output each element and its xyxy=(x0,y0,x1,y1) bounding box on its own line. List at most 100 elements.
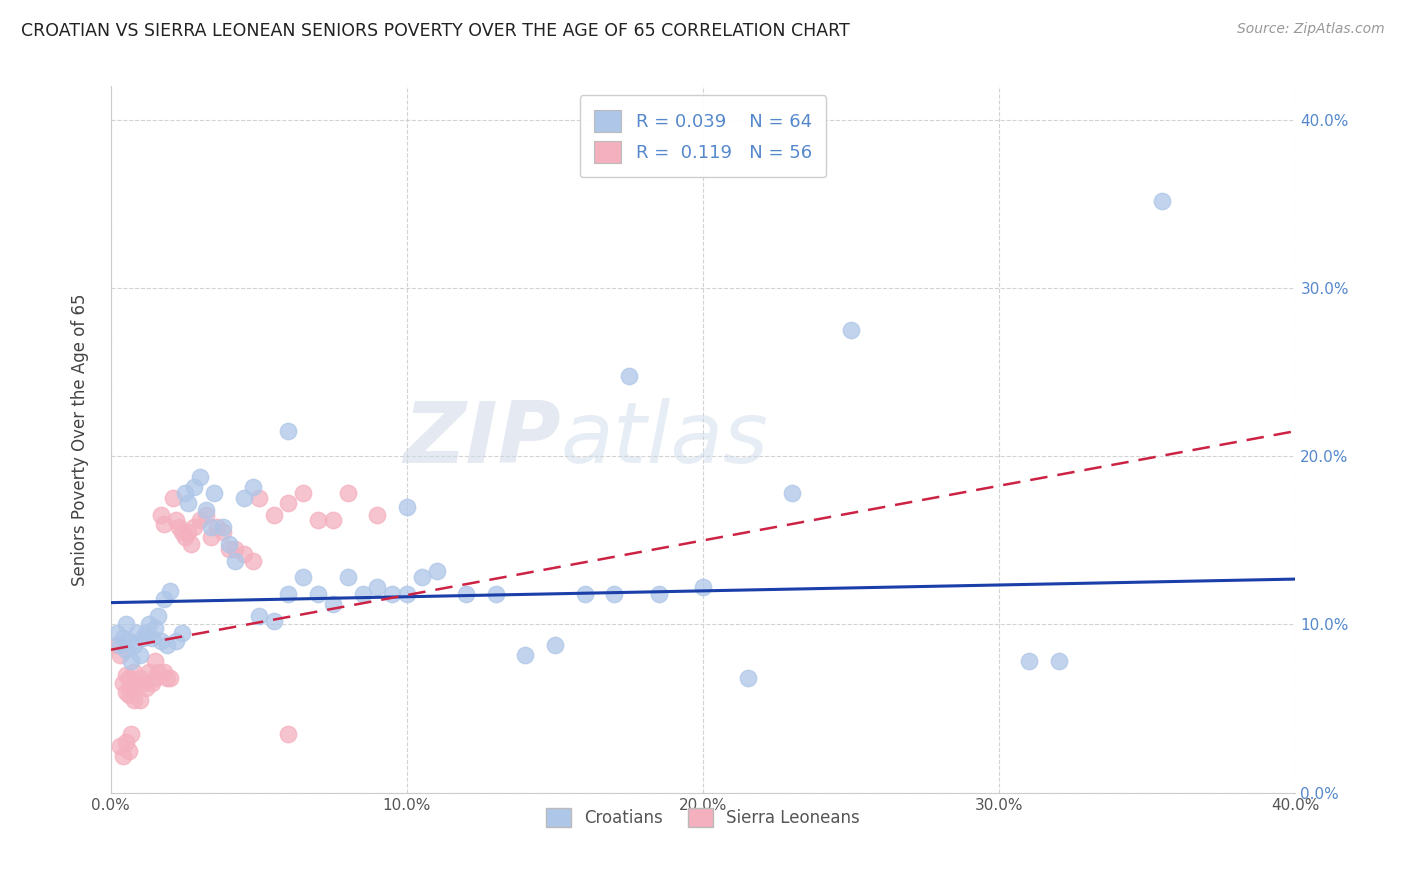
Point xyxy=(322,597,344,611)
Point xyxy=(336,486,359,500)
Point xyxy=(143,621,166,635)
Point xyxy=(146,665,169,679)
Point xyxy=(292,570,315,584)
Point xyxy=(366,508,388,523)
Point xyxy=(170,524,193,539)
Point xyxy=(132,631,155,645)
Point xyxy=(150,634,173,648)
Point xyxy=(647,587,669,601)
Point xyxy=(224,553,246,567)
Point xyxy=(153,516,176,531)
Point xyxy=(117,671,139,685)
Point xyxy=(162,491,184,506)
Point xyxy=(159,583,181,598)
Point xyxy=(218,537,240,551)
Point xyxy=(292,486,315,500)
Point xyxy=(395,500,418,514)
Point xyxy=(143,671,166,685)
Point xyxy=(117,743,139,757)
Point xyxy=(1018,655,1040,669)
Point xyxy=(108,739,131,753)
Point xyxy=(617,368,640,383)
Point xyxy=(188,513,211,527)
Point xyxy=(485,587,508,601)
Point xyxy=(456,587,478,601)
Point xyxy=(105,638,128,652)
Point xyxy=(200,520,222,534)
Y-axis label: Seniors Poverty Over the Age of 65: Seniors Poverty Over the Age of 65 xyxy=(72,293,89,586)
Point xyxy=(277,587,299,601)
Point xyxy=(204,486,226,500)
Point xyxy=(138,665,160,679)
Point xyxy=(150,508,173,523)
Text: ZIP: ZIP xyxy=(404,398,561,481)
Point xyxy=(121,655,143,669)
Point xyxy=(233,491,256,506)
Point xyxy=(177,524,200,539)
Point xyxy=(167,520,190,534)
Point xyxy=(129,671,152,685)
Point xyxy=(141,631,163,645)
Point xyxy=(395,587,418,601)
Point xyxy=(111,676,134,690)
Point xyxy=(117,688,139,702)
Point xyxy=(381,587,404,601)
Point xyxy=(132,676,155,690)
Point xyxy=(277,496,299,510)
Point xyxy=(129,693,152,707)
Point xyxy=(233,547,256,561)
Point xyxy=(194,508,217,523)
Point xyxy=(366,581,388,595)
Point xyxy=(121,681,143,696)
Point xyxy=(411,570,433,584)
Point xyxy=(692,581,714,595)
Point xyxy=(173,530,195,544)
Point xyxy=(143,655,166,669)
Point xyxy=(124,665,146,679)
Point xyxy=(159,671,181,685)
Point xyxy=(105,626,128,640)
Point xyxy=(129,648,152,662)
Point xyxy=(207,520,229,534)
Point xyxy=(170,626,193,640)
Point xyxy=(135,626,157,640)
Point xyxy=(737,671,759,685)
Point xyxy=(114,685,136,699)
Point xyxy=(121,727,143,741)
Text: atlas: atlas xyxy=(561,398,769,481)
Point xyxy=(183,480,205,494)
Point xyxy=(141,676,163,690)
Point xyxy=(194,503,217,517)
Point xyxy=(108,648,131,662)
Point xyxy=(146,609,169,624)
Text: CROATIAN VS SIERRA LEONEAN SENIORS POVERTY OVER THE AGE OF 65 CORRELATION CHART: CROATIAN VS SIERRA LEONEAN SENIORS POVER… xyxy=(21,22,849,40)
Point xyxy=(242,553,264,567)
Point xyxy=(111,631,134,645)
Point xyxy=(218,541,240,556)
Point xyxy=(114,617,136,632)
Point xyxy=(111,748,134,763)
Point xyxy=(156,671,179,685)
Point xyxy=(212,520,235,534)
Point xyxy=(114,735,136,749)
Point xyxy=(322,513,344,527)
Legend: Croatians, Sierra Leoneans: Croatians, Sierra Leoneans xyxy=(540,801,868,834)
Point xyxy=(127,676,149,690)
Point xyxy=(138,617,160,632)
Point xyxy=(165,634,187,648)
Point xyxy=(127,626,149,640)
Point xyxy=(277,424,299,438)
Point xyxy=(574,587,596,601)
Point xyxy=(124,693,146,707)
Point xyxy=(1152,194,1174,208)
Point xyxy=(180,537,202,551)
Point xyxy=(114,642,136,657)
Point xyxy=(839,323,862,337)
Point xyxy=(425,564,447,578)
Point xyxy=(263,614,285,628)
Point xyxy=(183,520,205,534)
Point xyxy=(153,592,176,607)
Point xyxy=(780,486,803,500)
Point xyxy=(124,638,146,652)
Point xyxy=(114,668,136,682)
